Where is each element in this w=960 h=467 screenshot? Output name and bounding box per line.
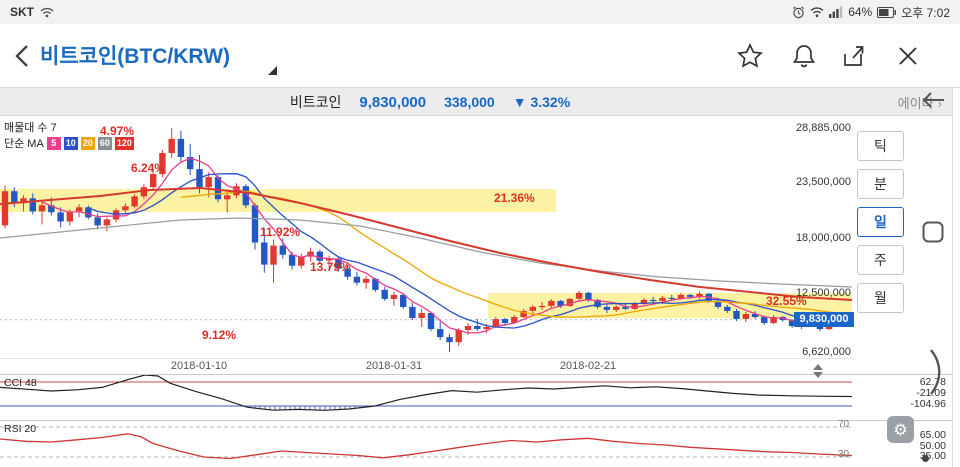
ma-legend-box: 60 — [97, 136, 112, 150]
timeframe-button-월[interactable]: 월 — [857, 283, 904, 313]
timeframe-button-분[interactable]: 분 — [857, 169, 904, 199]
volume-profile-percent: 32.55% — [766, 294, 807, 308]
rsi-panel-title: RSI 20 — [4, 423, 37, 435]
date-axis-label: 2018-01-31 — [365, 360, 423, 372]
ma-legend: 단순 MA 5 10 20 60 120 — [4, 135, 134, 151]
triangle-up-icon — [813, 364, 823, 370]
date-axis-label: 2018-01-10 — [170, 360, 228, 372]
back-icon[interactable] — [10, 42, 36, 70]
volume-profile-percent: 13.79% — [310, 260, 351, 274]
price-axis-label: 6,620,000 — [802, 346, 851, 358]
panel-resize-handle[interactable] — [813, 364, 823, 378]
ma-legend-box: 5 — [46, 136, 61, 150]
nav-recents-curve-icon[interactable] — [926, 348, 946, 396]
timeframe-button-틱[interactable]: 틱 — [857, 131, 904, 161]
rsi-scale-value: 35.00 — [919, 450, 946, 462]
favorite-star-icon[interactable] — [736, 42, 764, 70]
title-dropdown-caret[interactable] — [268, 66, 277, 75]
carrier-label: SKT — [10, 5, 34, 19]
nav-home-icon[interactable] — [921, 220, 945, 244]
triangle-down-icon — [813, 372, 823, 378]
rsi-guide-70: 70 — [838, 419, 850, 430]
cci-value: -104.96 — [910, 398, 946, 410]
settings-gear-button[interactable]: ⚙ — [887, 416, 914, 443]
price-axis-label: 18,000,000 — [795, 232, 851, 244]
share-icon[interactable] — [840, 42, 868, 70]
status-bar: SKT 64% — [0, 0, 960, 24]
header: 비트코인(BTC/KRW) — [0, 24, 960, 88]
alarm-icon — [793, 6, 805, 18]
volume-profile-percent: 4.97% — [100, 124, 135, 138]
rsi-guide-30: 30 — [838, 449, 850, 460]
date-axis-label: 2018-02-21 — [559, 360, 617, 372]
page-title[interactable]: 비트코인(BTC/KRW) — [40, 45, 231, 68]
clock-label: 오후 7:02 — [901, 5, 950, 20]
timeframe-button-주[interactable]: 주 — [857, 245, 904, 275]
ma-legend-box: 120 — [114, 136, 134, 150]
current-price-tag: 9,830,000 — [794, 312, 854, 327]
current-price: 9,830,000 — [359, 93, 427, 111]
cci-panel-title: CCI 48 — [4, 377, 37, 389]
volume-profile-percent: 11.92% — [260, 225, 301, 239]
close-icon[interactable] — [894, 42, 922, 70]
ma-legend-title: 단순 MA — [4, 138, 44, 150]
chevron-right-icon: › — [937, 96, 942, 111]
price-axis-label: 12,500,000 — [795, 287, 851, 299]
rsi-divider-line — [0, 420, 952, 421]
volume-profile-percent: 21.36% — [494, 191, 535, 205]
wifi-icon — [810, 7, 824, 18]
price-summary-bar: 비트코인 9,830,000 338,000 ▼ 3.32% 에이다 › — [0, 88, 952, 116]
rsi-scale-value: 50.00 — [919, 439, 946, 452]
gear-icon: ⚙ — [893, 421, 908, 439]
battery-percent: 64% — [848, 5, 873, 19]
nav-back-icon[interactable] — [920, 90, 946, 110]
right-edge-divider — [952, 88, 953, 467]
chart-bottom-line — [0, 358, 852, 359]
timeframe-button-일[interactable]: 일 — [857, 207, 904, 237]
ma-legend-box: 10 — [63, 136, 78, 150]
rsi-scale-value: 65.00 — [919, 429, 946, 441]
volume-profile-percent: 6.24% — [131, 161, 166, 175]
nav-dot[interactable] — [922, 455, 929, 462]
battery-icon — [877, 6, 897, 18]
volume-profile-percent: 9.12% — [202, 328, 237, 342]
price-change: 338,000 — [444, 94, 495, 110]
volume-profile-label: 매물대 수 7 — [4, 122, 57, 134]
cci-divider-line — [0, 374, 952, 375]
price-axis-label: 23,500,000 — [795, 176, 851, 188]
signal-icon — [829, 6, 843, 18]
coin-name: 비트코인 — [289, 94, 342, 110]
price-change-percent: ▼ 3.32% — [512, 94, 571, 110]
price-axis-label: 28,885,000 — [795, 122, 851, 134]
wifi-call-icon — [40, 7, 54, 18]
ma-legend-box: 20 — [80, 136, 95, 150]
alert-bell-icon[interactable] — [790, 42, 818, 70]
